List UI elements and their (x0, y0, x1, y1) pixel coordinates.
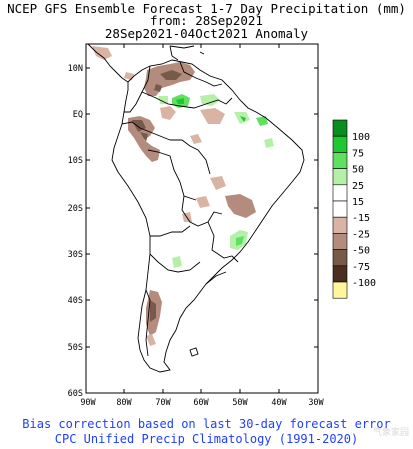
lat-label: EQ (73, 110, 83, 120)
coastlines (87, 43, 305, 373)
legend-swatch (332, 281, 348, 299)
legend-swatch (332, 249, 348, 267)
legend-label: -25 (352, 229, 370, 240)
lat-label: 10S (68, 156, 83, 166)
legend-swatch (332, 265, 348, 283)
legend-swatch (332, 135, 348, 153)
lon-label: 80W (116, 398, 132, 408)
lat-label: 60S (68, 389, 83, 399)
legend-swatch (332, 168, 348, 186)
legend-label: -75 (352, 262, 370, 273)
lon-label: 40W (271, 398, 287, 408)
footer-bias-note: Bias correction based on last 30-day for… (22, 417, 391, 431)
legend-label: 75 (352, 148, 364, 159)
legend-label: 100 (352, 132, 370, 143)
anomaly-shading (92, 46, 274, 346)
lat-label: 30S (68, 250, 83, 260)
longitude-labels: 90W 80W 70W 60W 50W 40W 30W (80, 398, 324, 408)
legend-label: -100 (352, 278, 376, 289)
forecast-period: 28Sep2021-04Oct2021 Anomaly (104, 26, 309, 41)
latitude-labels: 10N EQ 10S 20S 30S 40S 50S 60S (68, 64, 83, 399)
legend-swatch (332, 184, 348, 202)
legend-swatch (332, 216, 348, 234)
lon-label: 50W (232, 398, 248, 408)
lon-label: 60W (193, 398, 209, 408)
axis-ticks (86, 44, 318, 393)
footer-climatology-note: CPC Unified Precip Climatology (1991-202… (54, 432, 359, 446)
chart-title: NCEP GFS Ensemble Forecast 1-7 Day Preci… (7, 1, 406, 16)
legend-label: -15 (352, 213, 370, 224)
lon-label: 90W (80, 398, 96, 408)
legend-label: 50 (352, 165, 364, 176)
legend-swatch (332, 152, 348, 169)
legend-swatch (332, 119, 348, 137)
lat-label: 40S (68, 296, 83, 306)
forecast-init-date: from: 28Sep2021 (150, 13, 263, 28)
color-legend: 100 75 50 25 15 -15 -25 -50 -75 -100 (332, 119, 376, 299)
legend-label: 15 (352, 197, 364, 208)
watermark-logo: 气象家园 (372, 428, 409, 438)
legend-label: -50 (352, 246, 370, 257)
lon-label: 30W (308, 398, 324, 408)
legend-swatch (332, 233, 348, 250)
lat-label: 50S (68, 343, 83, 353)
lat-label: 20S (68, 204, 83, 214)
lat-label: 10N (68, 64, 83, 74)
lon-label: 70W (155, 398, 171, 408)
legend-label: 25 (352, 181, 364, 192)
legend-swatch (332, 200, 348, 218)
